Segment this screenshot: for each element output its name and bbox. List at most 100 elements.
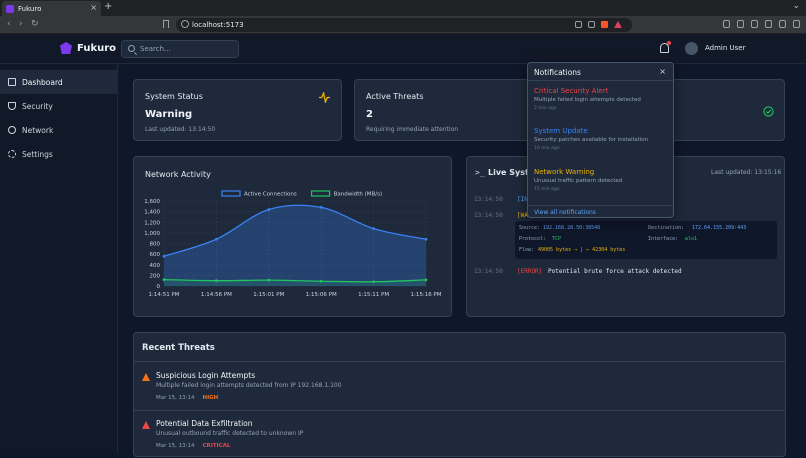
notification-title: Network Warning [534, 168, 595, 176]
protocol-value: TCP [552, 236, 562, 242]
media-icon[interactable] [737, 20, 744, 28]
log-tag: [ERROR] [517, 268, 543, 275]
x-tick-label: 1:15:11 PM [358, 292, 389, 298]
interface-value: wlo1 [685, 236, 698, 242]
view-all-notifications-link[interactable]: View all notifications [528, 205, 673, 219]
notification-item[interactable]: Network Warning Unusual traffic pattern … [534, 168, 622, 192]
app-name: Fukuro [77, 42, 117, 54]
data-point [372, 227, 375, 231]
log-tag: [IN [517, 196, 528, 203]
notification-description: Security patches available for installat… [534, 137, 649, 143]
legend-swatch [221, 190, 241, 197]
y-tick-label: 400 [150, 263, 161, 269]
data-point [319, 205, 323, 209]
interface-label: Interface: [648, 236, 679, 242]
y-tick-label: 1,200 [144, 220, 160, 226]
warning-icon [142, 373, 150, 381]
address-bar[interactable]: localhost:5173 [176, 18, 632, 32]
sidebar-toggle-icon[interactable] [751, 20, 758, 28]
notification-item[interactable]: Critical Security Alert Multiple failed … [534, 87, 641, 111]
destination-label: Destination: [648, 225, 685, 231]
tab-list-chevron-icon[interactable]: ⌄ [792, 1, 800, 11]
data-point [215, 237, 218, 241]
close-icon[interactable]: × [659, 67, 666, 76]
sidebar-item-label: Network [22, 125, 54, 135]
notifications-header: Notifications × [528, 63, 673, 81]
sidebar-item-label: Settings [22, 149, 53, 159]
search-icon [128, 45, 135, 52]
sidebar-item-network[interactable]: Network [0, 118, 118, 142]
sidebar-item-dashboard[interactable]: Dashboard [0, 70, 118, 94]
severity-badge: HIGH [202, 395, 219, 401]
network-icon [8, 126, 16, 134]
notification-title: System Update [534, 127, 588, 135]
log-time: 13:14:50 [474, 196, 503, 203]
zoom-icon[interactable] [575, 21, 582, 28]
share-icon[interactable] [588, 21, 595, 28]
data-point [267, 278, 271, 282]
bookmark-icon[interactable] [163, 20, 169, 28]
threat-time: Mar 15, 13:14 [156, 443, 195, 449]
app-logo[interactable]: Fukuro [60, 42, 116, 54]
flow-label: Flow: [519, 247, 535, 253]
notification-time: 15 min ago [534, 187, 560, 192]
card-title: Active Threats [366, 92, 424, 101]
y-tick-label: 600 [150, 252, 161, 258]
data-point [162, 278, 166, 282]
vpn-icon[interactable] [779, 20, 786, 28]
series-area [164, 205, 426, 286]
avatar[interactable] [685, 42, 698, 55]
check-circle-icon [763, 106, 774, 117]
y-tick-label: 800 [150, 242, 161, 248]
activity-icon [319, 92, 330, 103]
notification-item[interactable]: System Update Security patches available… [534, 127, 648, 151]
source-value: 192.168.28.50:38548 [543, 225, 601, 231]
search-input[interactable]: Search... [121, 40, 239, 58]
threat-time: Mar 15, 13:14 [156, 395, 195, 401]
forward-icon[interactable]: › [19, 19, 23, 29]
site-info-icon[interactable] [181, 20, 189, 28]
new-tab-button[interactable]: + [104, 1, 113, 12]
protocol-label: Protocol: [519, 236, 547, 242]
wallet-icon[interactable] [765, 20, 772, 28]
legend-swatch [311, 190, 331, 197]
log-time: 13:14:50 [474, 212, 503, 219]
notifications-panel: Notifications × Critical Security Alert … [527, 62, 674, 218]
menu-icon[interactable] [793, 20, 800, 28]
notification-bell-icon[interactable] [660, 41, 671, 53]
url-text: localhost:5173 [192, 21, 244, 29]
sidebar-item-security[interactable]: Security [0, 94, 118, 118]
back-icon[interactable]: ‹ [7, 19, 11, 29]
threat-description: Unusual outbound traffic detected to unk… [156, 430, 304, 437]
reload-icon[interactable]: ↻ [31, 19, 39, 29]
brave-shield-icon[interactable] [601, 21, 608, 28]
owl-logo-icon [60, 42, 72, 54]
brave-rewards-icon[interactable] [614, 21, 622, 28]
threat-item[interactable]: Potential Data Exfiltration Unusual outb… [134, 410, 786, 458]
sidebar-item-label: Security [22, 101, 53, 111]
threats-value: 2 [366, 109, 373, 120]
user-name[interactable]: Admin User [705, 44, 746, 52]
legend-label: Active Connections [244, 192, 297, 198]
series-line [163, 278, 427, 283]
notifications-title: Notifications [534, 68, 581, 77]
data-point [319, 279, 323, 283]
source-label: Source: [519, 225, 541, 231]
main-content: System Status Warning Last updated: 13:1… [119, 64, 806, 457]
browser-tab[interactable]: Fukuro × [2, 1, 101, 16]
threat-title: Suspicious Login Attempts [156, 371, 256, 380]
close-tab-icon[interactable]: × [90, 3, 97, 12]
threat-meta: Mar 15, 13:14 HIGH [156, 395, 218, 401]
terminal-icon: >_ [475, 168, 485, 177]
threat-title: Potential Data Exfiltration [156, 419, 253, 428]
card-title: Recent Threats [142, 343, 215, 353]
y-tick-label: 1,000 [144, 231, 160, 237]
search-placeholder: Search... [140, 45, 171, 53]
connection-detail: Source: 192.168.28.50:38548 Destination:… [515, 221, 777, 259]
threat-item[interactable]: Suspicious Login Attempts Multiple faile… [134, 361, 786, 410]
sidebar-item-settings[interactable]: Settings [0, 142, 118, 166]
extension-icon[interactable] [723, 20, 730, 28]
gear-icon [8, 150, 16, 158]
notification-time: 2 min ago [534, 106, 557, 111]
shield-icon [8, 102, 16, 110]
